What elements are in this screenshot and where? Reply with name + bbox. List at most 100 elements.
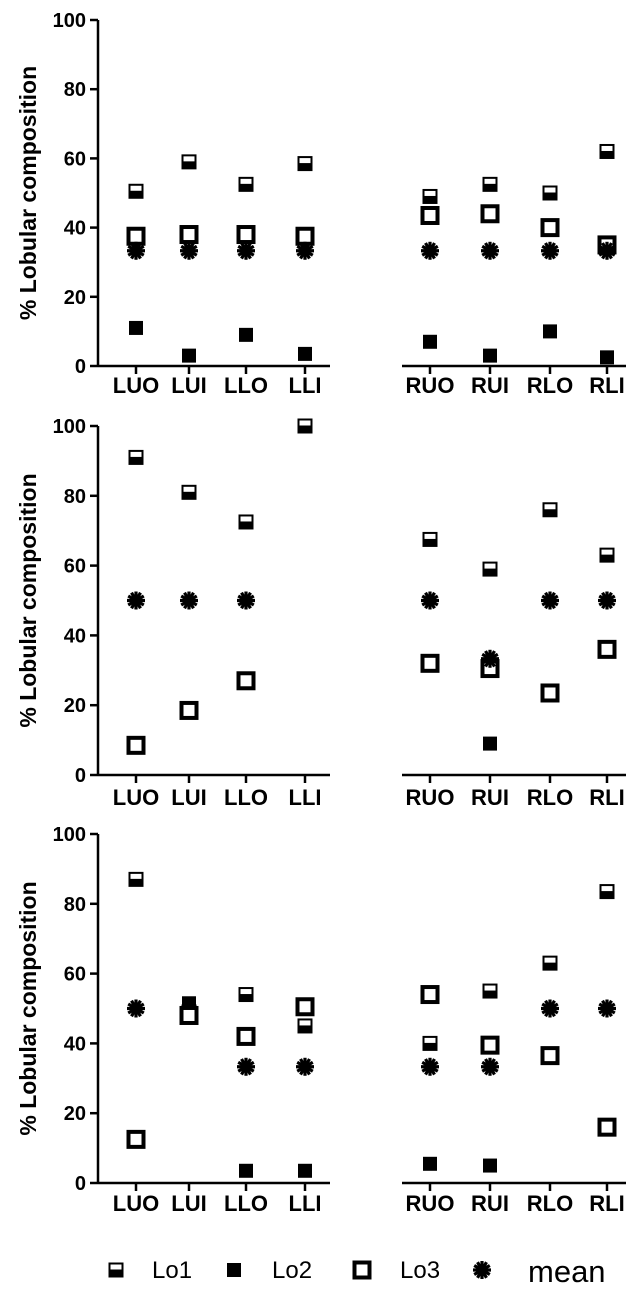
data-point-lo2-llo	[239, 1163, 253, 1178]
filled-square-icon	[227, 1263, 241, 1277]
x-tick-label-lui: LUI	[171, 785, 206, 810]
legend-label-lo3: Lo3	[400, 1257, 440, 1284]
legend-marker-lo1	[108, 1262, 124, 1278]
data-point-lo3-lli	[295, 997, 315, 1017]
data-point-lo2-lui	[182, 348, 196, 363]
y-tick-label: 60	[64, 556, 86, 578]
x-tick-label-rlo: RLO	[527, 1191, 573, 1216]
data-point-lo1-lli	[297, 418, 313, 434]
x-tick-label-lli: LLI	[289, 1191, 322, 1216]
x-tick-label-llo: LLO	[224, 785, 268, 810]
x-tick-label-rli: RLI	[589, 1191, 624, 1216]
x-tick-label-rlo: RLO	[527, 785, 573, 810]
data-point-lo2-ruo	[423, 1156, 437, 1171]
x-tick-label-ruo: RUO	[406, 1191, 455, 1216]
legend-item-lo1: Lo1	[108, 1257, 192, 1284]
y-tick-label: 100	[53, 824, 86, 846]
x-tick-label-luo: LUO	[113, 785, 159, 810]
data-point-mean-rui	[481, 649, 499, 668]
data-point-mean-llo	[237, 1057, 255, 1076]
data-point-mean-ruo	[421, 241, 439, 260]
data-point-lo2-luo	[129, 320, 143, 335]
data-point-mean-llo	[237, 591, 255, 610]
data-point-lo3-luo	[126, 226, 146, 246]
y-tick-label: 40	[64, 218, 86, 240]
data-point-lo3-lli	[295, 226, 315, 246]
data-point-mean-rlo	[541, 999, 559, 1018]
y-tick-label: 80	[64, 79, 86, 101]
y-tick-label: 0	[75, 1173, 86, 1195]
x-tick-label-rui: RUI	[471, 373, 509, 398]
x-tick-label-rui: RUI	[471, 785, 509, 810]
x-tick-label-ruo: RUO	[406, 785, 455, 810]
data-point-lo3-rli	[597, 639, 617, 659]
data-point-lo1-rli	[599, 884, 615, 900]
x-tick-label-lli: LLI	[289, 373, 322, 398]
data-point-lo1-rlo	[542, 955, 558, 971]
x-tick-label-lli: LLI	[289, 785, 322, 810]
chart-panel-3: 0 20 40 60 80 100 LUO LUI LLO LLI RUO RUI RLO RLI % Lo…	[15, 824, 626, 1216]
data-point-lo1-rlo	[542, 502, 558, 518]
data-point-mean-lui	[180, 241, 198, 260]
legend-label-lo2: Lo2	[272, 1257, 312, 1284]
data-point-mean-rli	[598, 591, 616, 610]
data-point-mean-lli	[296, 241, 314, 260]
legend-marker-mean	[473, 1261, 491, 1279]
y-tick-label: 20	[64, 1103, 86, 1125]
y-axis-title: % Lobular composition	[15, 473, 41, 727]
legend-item-mean: mean	[473, 1254, 606, 1289]
y-tick-label: 0	[75, 765, 86, 787]
data-point-lo1-rli	[599, 547, 615, 563]
data-point-mean-rli	[598, 241, 616, 260]
y-tick-label: 20	[64, 287, 86, 309]
data-point-mean-luo	[127, 591, 145, 610]
data-point-mean-ruo	[421, 1057, 439, 1076]
data-point-lo3-llo	[236, 1026, 256, 1046]
y-tick-label: 80	[64, 894, 86, 916]
data-point-mean-rli	[598, 999, 616, 1018]
data-point-lo3-rlo	[540, 218, 560, 238]
data-point-lo3-lui	[179, 700, 199, 720]
panels: 0 20 40 60 80 100 LUO LUI LLO LLI RUO RUI RLO RLI % Lo…	[15, 10, 626, 1216]
data-point-lo1-rui	[482, 561, 498, 577]
data-point-lo2-rlo	[543, 324, 557, 339]
open-square-icon	[352, 1260, 372, 1280]
y-tick-label: 100	[53, 416, 86, 438]
legend-label-mean: mean	[528, 1254, 606, 1289]
data-point-lo3-ruo	[420, 653, 440, 673]
data-point-lo1-ruo	[422, 1035, 438, 1051]
data-point-lo3-lui	[179, 1005, 199, 1025]
data-point-lo1-ruo	[422, 188, 438, 204]
data-point-lo3-luo	[126, 735, 146, 755]
half-filled-square-icon	[108, 1262, 124, 1278]
data-point-lo1-lui	[181, 484, 197, 500]
legend-marker-lo3	[352, 1260, 372, 1280]
data-point-lo3-rlo	[540, 1046, 560, 1066]
y-tick-label: 80	[64, 486, 86, 508]
y-tick-label: 20	[64, 695, 86, 717]
x-tick-label-rli: RLI	[589, 373, 624, 398]
data-point-mean-lui	[180, 591, 198, 610]
y-tick-label: 0	[75, 356, 86, 378]
data-point-lo1-ruo	[422, 531, 438, 547]
x-tick-label-llo: LLO	[224, 1191, 268, 1216]
data-point-lo1-rui	[482, 176, 498, 192]
y-tick-label: 60	[64, 964, 86, 986]
data-point-lo3-rui	[480, 204, 500, 224]
y-axis-title: % Lobular composition	[15, 66, 41, 320]
x-tick-label-ruo: RUO	[406, 373, 455, 398]
data-point-mean-rui	[481, 1057, 499, 1076]
data-point-lo2-lli	[298, 1163, 312, 1178]
x-tick-label-rlo: RLO	[527, 373, 573, 398]
legend-item-lo3: Lo3	[352, 1257, 440, 1284]
data-point-lo2-rui	[483, 1158, 497, 1173]
data-point-mean-luo	[127, 241, 145, 260]
data-point-mean-llo	[237, 241, 255, 260]
data-point-lo1-lui	[181, 154, 197, 170]
data-point-lo2-rui	[483, 736, 497, 751]
data-point-mean-rlo	[541, 241, 559, 260]
data-point-mean-luo	[127, 999, 145, 1018]
legend: Lo1 Lo2 Lo3 mean	[108, 1254, 606, 1289]
x-tick-label-luo: LUO	[113, 373, 159, 398]
data-point-lo3-rlo	[540, 683, 560, 703]
